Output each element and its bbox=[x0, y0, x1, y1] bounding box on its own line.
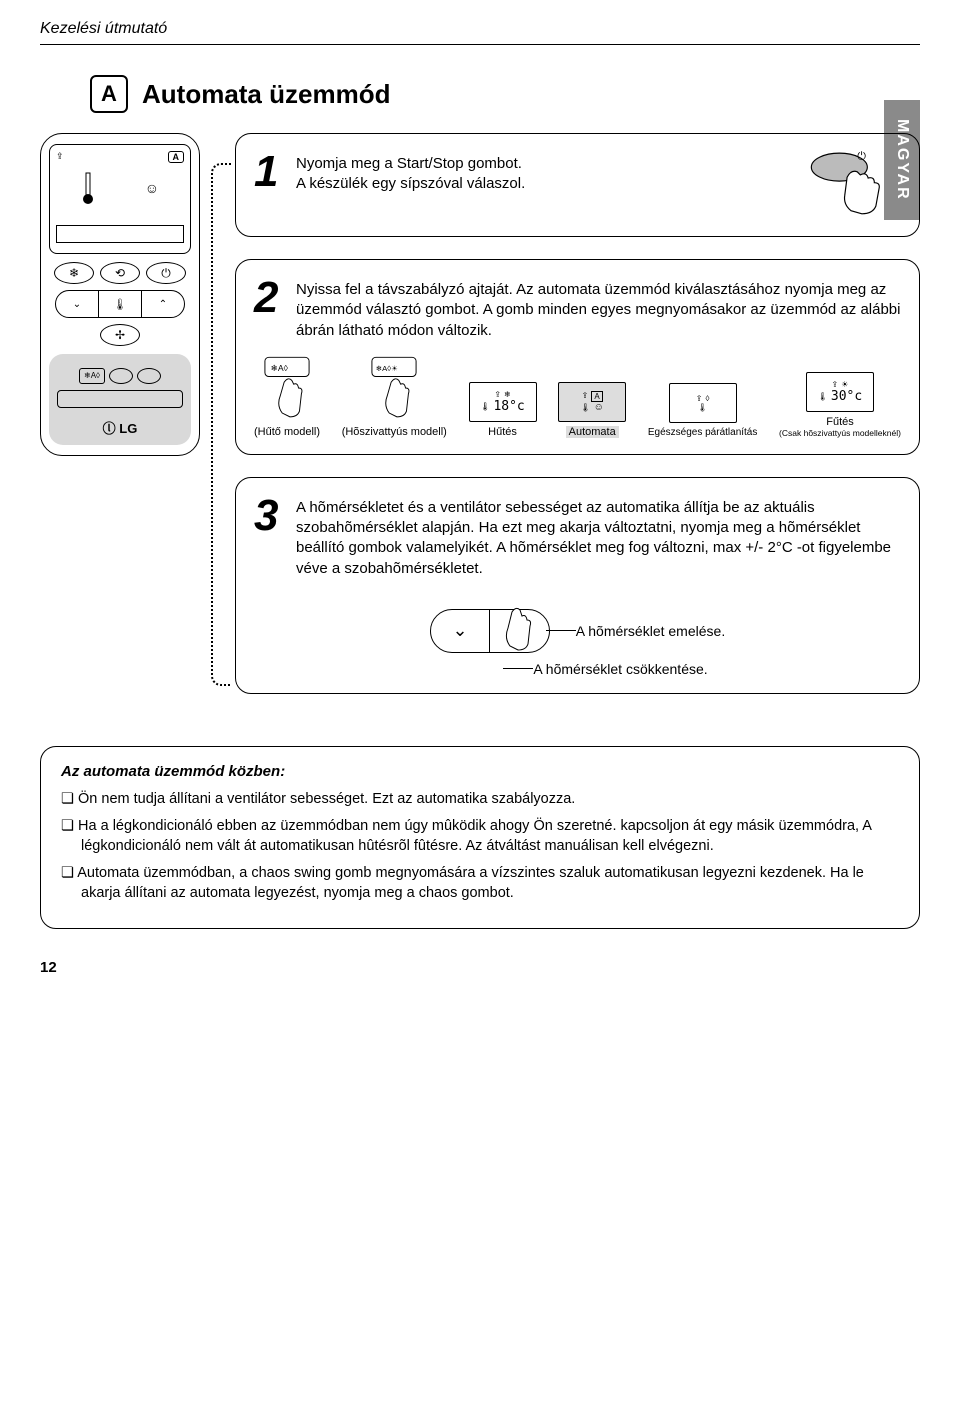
auto-label: Automata bbox=[566, 426, 619, 438]
step3-number: 3 bbox=[254, 494, 288, 579]
power-button-icon: ⏻ bbox=[146, 262, 186, 284]
temp-up-down-control: ⌄ ⌃ bbox=[430, 609, 550, 653]
step1-panel: 1 Nyomja meg a Start/Stop gombot. A kész… bbox=[235, 133, 920, 237]
heatpump-model-label: (Hõszivattyús modell) bbox=[342, 426, 447, 438]
notes-list: Ön nem tudja állítani a ventilátor sebes… bbox=[61, 790, 899, 904]
page-number: 12 bbox=[40, 959, 920, 976]
mode-display-heating: ⇪☀ 🌡30°c bbox=[806, 372, 874, 412]
step2-text: Nyissa fel a távszabályzó ajtaját. Az au… bbox=[296, 276, 901, 341]
cool-model-label: (Hűtő modell) bbox=[254, 426, 320, 438]
svg-text:⏻: ⏻ bbox=[857, 150, 866, 162]
svg-text:❄A◊: ❄A◊ bbox=[271, 363, 289, 373]
svg-text:❄A◊☀: ❄A◊☀ bbox=[376, 364, 398, 373]
note-item: Ön nem tudja állítani a ventilátor sebes… bbox=[61, 790, 899, 810]
mode-display-cooling: ⇪❄ 🌡18°c bbox=[469, 382, 537, 422]
jet-button-icon: ❄ bbox=[54, 262, 94, 284]
step-connector bbox=[211, 163, 231, 686]
note-item: Ha a légkondicionáló ebben az üzemmódban… bbox=[61, 817, 899, 856]
heating-label: Fűtés bbox=[826, 416, 854, 428]
finger-press-up-icon bbox=[498, 604, 538, 654]
notes-panel: Az automata üzemmód közben: Ön nem tudja… bbox=[40, 746, 920, 929]
mode-button-cool-press: ❄A◊ bbox=[263, 355, 311, 423]
step3-text: A hõmérsékletet és a ventilátor sebesség… bbox=[296, 494, 901, 579]
cooling-label: Hűtés bbox=[488, 426, 517, 438]
fan-button-icon: ✢ bbox=[100, 324, 140, 346]
swing-button-icon: ⟲ bbox=[100, 262, 140, 284]
remote-control-diagram: ⇪A ☺ ❄ ⟲ ⏻ ⌄ 🌡 ⌃ ✢ ❄A◊ bbox=[40, 133, 200, 456]
temp-down-label: A hõmérséklet csökkentése. bbox=[533, 661, 707, 677]
doc-header: Kezelési útmutató bbox=[40, 20, 920, 45]
auto-mode-icon: A bbox=[90, 75, 128, 113]
temp-button-diagram: ⌄ 🌡 ⌃ bbox=[55, 290, 185, 318]
mode-display-dehumid: ⇪◊ 🌡 bbox=[669, 383, 737, 423]
notes-title: Az automata üzemmód közben: bbox=[61, 763, 899, 780]
power-press-illustration: ⏻ bbox=[801, 150, 901, 220]
note-item: Automata üzemmódban, a chaos swing gomb … bbox=[61, 864, 899, 903]
page-title: Automata üzemmód bbox=[142, 79, 390, 110]
step1-line2: A készülék egy sípszóval válaszol. bbox=[296, 174, 525, 194]
mode-button-heatpump-press: ❄A◊☀ bbox=[370, 355, 418, 423]
dehumid-label: Egészséges párátlanítás bbox=[648, 427, 758, 438]
step1-number: 1 bbox=[254, 150, 288, 220]
temp-up-label: A hõmérséklet emelése. bbox=[576, 623, 725, 639]
heating-sublabel: (Csak hõszivattyús modelleknél) bbox=[779, 428, 901, 438]
step1-line1: Nyomja meg a Start/Stop gombot. bbox=[296, 154, 525, 174]
step3-panel: 3 A hõmérsékletet és a ventilátor sebess… bbox=[235, 477, 920, 694]
thermometer-icon bbox=[81, 171, 95, 205]
step2-panel: 2 Nyissa fel a távszabályzó ajtaját. Az … bbox=[235, 259, 920, 455]
step2-number: 2 bbox=[254, 276, 288, 341]
lg-logo: ⓛ LG bbox=[57, 418, 183, 437]
mode-display-auto: ⇪A 🌡☺ bbox=[558, 382, 626, 422]
